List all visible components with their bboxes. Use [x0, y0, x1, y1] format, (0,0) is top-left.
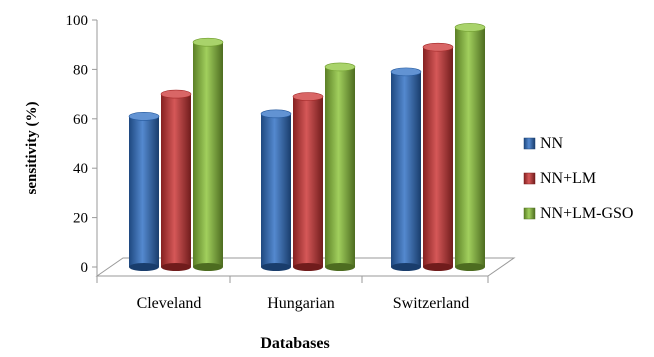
- bar-base: [455, 263, 485, 271]
- bars: [128, 23, 486, 271]
- bar-base: [423, 263, 453, 271]
- bar-base: [261, 263, 291, 271]
- legend-label: NN+LM-GSO: [540, 205, 633, 222]
- x-axis-label: Databases: [260, 335, 329, 352]
- bar-top: [192, 37, 224, 47]
- legend: NN NN+LM NN+LM-GSO: [523, 135, 633, 222]
- bar-NN+LM-GSO-Cleveland: [192, 37, 224, 271]
- bar-base: [325, 263, 355, 271]
- legend-swatch: [523, 172, 536, 185]
- legend-item: NN+LM-GSO: [523, 205, 633, 222]
- y-axis-label: sensitivity (%): [24, 102, 40, 195]
- bar-top: [390, 67, 422, 77]
- bar-body: [193, 42, 223, 268]
- bar-top: [324, 62, 356, 72]
- y-tick-label: 0: [81, 260, 89, 276]
- bar-top: [422, 42, 454, 52]
- bar-NN+LM-GSO-Switzerland: [454, 23, 486, 271]
- y-tick-label: 100: [66, 13, 89, 29]
- bar-top: [454, 23, 486, 32]
- bar-NN-Hungarian: [260, 109, 292, 271]
- legend-item: NN+LM: [523, 170, 596, 187]
- bar-NN+LM-GSO-Hungarian: [324, 62, 356, 271]
- legend-label: NN: [540, 135, 564, 152]
- bar-body: [161, 94, 191, 267]
- bar-NN+LM-Switzerland: [422, 42, 454, 271]
- x-tick-label: Cleveland: [137, 295, 202, 312]
- bar-body: [325, 66, 355, 268]
- bar-base: [193, 263, 223, 271]
- bar-NN-Cleveland: [128, 112, 160, 271]
- legend-swatch: [523, 137, 536, 150]
- bar-body: [261, 113, 291, 267]
- x-tick-label: Switzerland: [393, 295, 469, 312]
- x-ticks: Cleveland Hungarian Switzerland: [96, 276, 489, 312]
- legend-label: NN+LM: [540, 170, 596, 187]
- bar-NN+LM-Hungarian: [292, 92, 324, 271]
- bar-base: [161, 263, 191, 271]
- bar-body: [423, 47, 453, 267]
- legend-item: NN: [523, 135, 564, 152]
- bar-base: [391, 263, 421, 271]
- bar-top: [260, 109, 292, 119]
- bar-top: [128, 112, 160, 121]
- bar-NN-Switzerland: [390, 67, 422, 271]
- legend-swatch: [523, 207, 536, 220]
- y-tick-label: 80: [73, 62, 88, 78]
- bar-base: [293, 263, 323, 271]
- bar-body: [391, 71, 421, 268]
- y-ticks: 0 20 40 60 80 100: [66, 13, 97, 276]
- x-tick-label: Hungarian: [267, 295, 335, 312]
- bar-body: [455, 27, 485, 267]
- y-tick-label: 20: [73, 211, 88, 227]
- bar-NN+LM-Cleveland: [160, 89, 192, 271]
- bar-body: [293, 96, 323, 267]
- bar-body: [129, 116, 159, 267]
- bar-top: [292, 92, 324, 101]
- bar-base: [129, 263, 159, 271]
- y-tick-label: 60: [73, 112, 88, 128]
- y-tick-label: 40: [73, 161, 88, 177]
- bar-top: [160, 89, 192, 99]
